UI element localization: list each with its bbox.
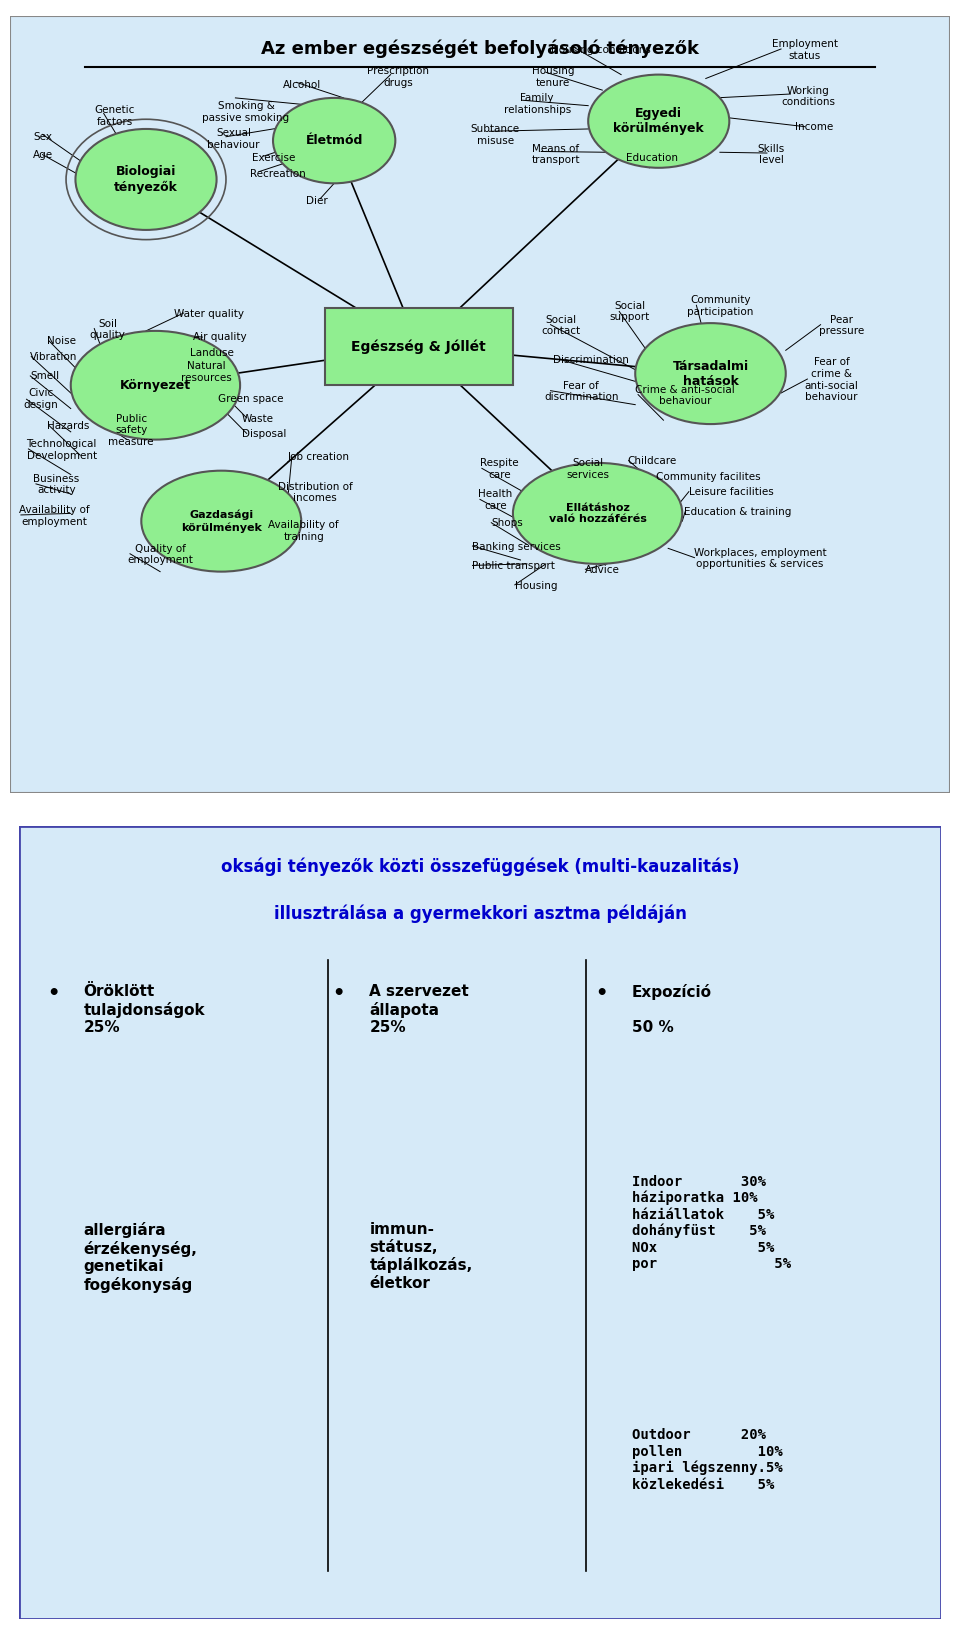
Text: Social
support: Social support <box>610 301 650 322</box>
Text: •: • <box>595 984 608 1004</box>
Ellipse shape <box>273 98 396 183</box>
Text: Job creation: Job creation <box>287 453 349 463</box>
Text: Prescription
drugs: Prescription drugs <box>367 65 429 88</box>
Text: Sexual
behaviour: Sexual behaviour <box>207 128 259 150</box>
Text: Health
care: Health care <box>478 489 513 512</box>
Text: Housing conditions: Housing conditions <box>550 44 650 54</box>
Text: Gazdasági
körülmények: Gazdasági körülmények <box>180 510 262 533</box>
Text: Business
activity: Business activity <box>33 474 80 495</box>
Ellipse shape <box>636 324 785 423</box>
Text: Soil
quality: Soil quality <box>89 319 126 340</box>
Text: Workplaces, employment
opportunities & services: Workplaces, employment opportunities & s… <box>693 548 827 569</box>
Text: Noise: Noise <box>47 335 76 347</box>
Text: Outdoor      20%
pollen         10%
ipari légszenny.5%
közlekedési    5%: Outdoor 20% pollen 10% ipari légszenny.5… <box>632 1429 782 1491</box>
Text: illusztrálása a gyermekkori asztma példáján: illusztrálása a gyermekkori asztma példá… <box>274 904 686 924</box>
FancyBboxPatch shape <box>19 826 941 1619</box>
Text: Smell: Smell <box>31 371 60 381</box>
Text: Income: Income <box>795 123 833 132</box>
Text: Életmód: Életmód <box>305 134 363 147</box>
Text: Pear
pressure: Pear pressure <box>819 314 864 337</box>
Text: Quality of
employment: Quality of employment <box>127 544 193 566</box>
Text: Availability of
training: Availability of training <box>269 520 339 543</box>
Text: Community facilites: Community facilites <box>656 473 760 482</box>
FancyBboxPatch shape <box>324 307 513 386</box>
Text: Education: Education <box>626 154 678 164</box>
Text: Egyedi
körülmények: Egyedi körülmények <box>613 108 704 136</box>
Text: Means of
transport: Means of transport <box>532 144 580 165</box>
Text: Sex: Sex <box>33 132 52 142</box>
Text: Waste: Waste <box>242 414 274 423</box>
Text: Leisure facilities: Leisure facilities <box>689 487 774 497</box>
Text: Egészség & Jóllét: Egészség & Jóllét <box>351 338 486 353</box>
Text: immun-
státusz,
táplálkozás,
életkor: immun- státusz, táplálkozás, életkor <box>370 1221 472 1290</box>
Text: Distribution of
incomes: Distribution of incomes <box>277 482 352 504</box>
Text: Vibration: Vibration <box>31 352 78 361</box>
Text: Civic
design: Civic design <box>24 389 59 410</box>
Text: Water quality: Water quality <box>174 309 244 319</box>
Text: Housing
tenure: Housing tenure <box>532 65 574 88</box>
Text: Social
services: Social services <box>566 458 610 481</box>
Text: Alcohol: Alcohol <box>282 80 321 90</box>
Text: Age: Age <box>33 149 53 160</box>
Text: Skills
level: Skills level <box>757 144 784 165</box>
Text: Working
conditions: Working conditions <box>781 85 835 108</box>
Text: Fear of
crime &
anti-social
behaviour: Fear of crime & anti-social behaviour <box>804 358 858 402</box>
Text: Green space: Green space <box>219 394 284 404</box>
Text: oksági tényezők közti összefüggések (multi-kauzalitás): oksági tényezők közti összefüggések (mul… <box>221 857 739 876</box>
Text: Public
safety
measure: Public safety measure <box>108 414 154 446</box>
Text: Fear of
discrimination: Fear of discrimination <box>544 381 618 402</box>
Text: Social
contact: Social contact <box>541 314 580 337</box>
Text: allergiára
érzékenység,
genetikai
fogékonyság: allergiára érzékenység, genetikai fogéko… <box>84 1221 198 1293</box>
Text: Respite
care: Respite care <box>480 458 518 481</box>
Text: •: • <box>332 984 345 1004</box>
Text: Genetic
factors: Genetic factors <box>94 105 134 126</box>
Text: Public transport: Public transport <box>472 561 555 571</box>
Text: Smoking &
passive smoking: Smoking & passive smoking <box>203 101 290 123</box>
Text: A szervezet
állapota
25%: A szervezet állapota 25% <box>370 984 469 1035</box>
Text: Family
relationships: Family relationships <box>504 93 571 114</box>
Text: Community
participation: Community participation <box>687 296 754 317</box>
Text: Dier: Dier <box>306 196 327 206</box>
Text: Öröklött
tulajdonságok
25%: Öröklött tulajdonságok 25% <box>84 984 205 1035</box>
Text: Környezet: Környezet <box>120 379 191 392</box>
Text: Társadalmi
hatások: Társadalmi hatások <box>672 360 749 387</box>
Text: Advice: Advice <box>586 566 620 576</box>
Text: Crime & anti-social
behaviour: Crime & anti-social behaviour <box>636 384 735 405</box>
Text: Education & training: Education & training <box>684 507 792 517</box>
Text: Shops: Shops <box>492 518 523 528</box>
Text: Expozíció

50 %: Expozíció 50 % <box>632 984 712 1035</box>
Text: •: • <box>47 984 60 1004</box>
Ellipse shape <box>141 471 301 572</box>
Text: Disposal: Disposal <box>242 428 286 440</box>
Text: Childcare: Childcare <box>628 456 677 466</box>
Text: Natural
resources: Natural resources <box>180 361 231 383</box>
Text: Indoor       30%
háziporatka 10%
háziállatok    5%
dohányfüst    5%
NOx         : Indoor 30% háziporatka 10% háziállatok 5… <box>632 1174 791 1270</box>
Text: Subtance
misuse: Subtance misuse <box>470 124 519 146</box>
Text: Biologiai
tényezők: Biologiai tényezők <box>114 165 178 193</box>
Ellipse shape <box>76 129 217 231</box>
Ellipse shape <box>588 75 730 168</box>
Text: Az ember egészségét befolyásoló tényezők: Az ember egészségét befolyásoló tényezők <box>261 39 699 59</box>
Text: Banking services: Banking services <box>472 541 562 551</box>
Text: Availability of
employment: Availability of employment <box>19 505 89 526</box>
Text: Hazards: Hazards <box>47 422 89 432</box>
Text: Ellátáshoz
való hozzáférés: Ellátáshoz való hozzáférés <box>549 502 646 525</box>
FancyBboxPatch shape <box>10 16 950 793</box>
Ellipse shape <box>513 463 683 564</box>
Text: Air quality: Air quality <box>193 332 247 342</box>
Text: Housing: Housing <box>515 580 558 590</box>
Text: Landuse: Landuse <box>190 348 234 358</box>
Text: Discrimination: Discrimination <box>553 355 629 365</box>
Text: Employment
status: Employment status <box>772 39 838 60</box>
Ellipse shape <box>71 330 240 440</box>
Text: Technological
Development: Technological Development <box>27 438 97 461</box>
Text: Recreation: Recreation <box>250 168 305 178</box>
Text: Exercise: Exercise <box>252 154 296 164</box>
